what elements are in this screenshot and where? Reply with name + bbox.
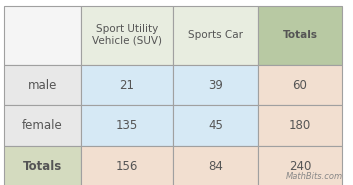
Text: 39: 39 <box>208 79 223 92</box>
Text: Totals: Totals <box>23 160 62 173</box>
Text: 180: 180 <box>289 119 311 132</box>
Text: Sport Utility
Vehicle (SUV): Sport Utility Vehicle (SUV) <box>92 24 162 46</box>
Text: 21: 21 <box>120 79 134 92</box>
Text: male: male <box>28 79 57 92</box>
Text: 45: 45 <box>208 119 223 132</box>
Text: 240: 240 <box>289 160 311 173</box>
Text: 156: 156 <box>116 160 138 173</box>
Text: 135: 135 <box>116 119 138 132</box>
Text: MathBits.com: MathBits.com <box>285 172 342 181</box>
Text: Sports Car: Sports Car <box>188 30 243 40</box>
Text: Totals: Totals <box>282 30 318 40</box>
Text: 60: 60 <box>293 79 307 92</box>
Text: female: female <box>22 119 63 132</box>
Text: 84: 84 <box>208 160 223 173</box>
